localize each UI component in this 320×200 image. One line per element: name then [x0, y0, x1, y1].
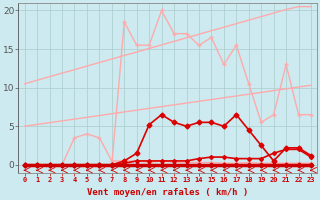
X-axis label: Vent moyen/en rafales ( km/h ): Vent moyen/en rafales ( km/h ) [87, 188, 248, 197]
